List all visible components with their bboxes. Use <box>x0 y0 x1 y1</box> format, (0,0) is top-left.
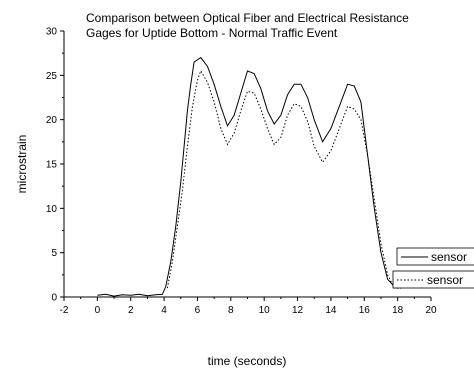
y-tick-label: 0 <box>51 293 57 304</box>
series-lines <box>97 56 402 297</box>
x-tick-label: 8 <box>228 305 234 316</box>
x-tick-label: 2 <box>128 305 134 316</box>
y-tick-label: 5 <box>51 248 57 259</box>
x-tick-label: 10 <box>259 305 271 316</box>
x-axis-label: time (seconds) <box>208 354 287 368</box>
y-tick-label: 25 <box>46 71 58 82</box>
x-tick-label: 20 <box>425 305 437 316</box>
series-line-dotted <box>166 69 401 289</box>
x-tick-label: 18 <box>392 305 404 316</box>
y-axis-label: microstrain <box>15 135 29 194</box>
y-tick-label: 20 <box>46 115 58 126</box>
x-tick-label: 6 <box>195 305 201 316</box>
x-tick-label: 16 <box>359 305 371 316</box>
x-tick-label: -2 <box>60 305 69 316</box>
x-tick-label: 14 <box>325 305 337 316</box>
legend-box-2 <box>392 270 474 289</box>
legend-label-1: sensor <box>431 250 467 264</box>
x-axis-ticks: -2 0 2 4 6 8 10 12 14 16 18 20 <box>60 297 437 316</box>
y-tick-label: 10 <box>46 204 58 215</box>
legend-box-1 <box>396 247 474 266</box>
legend-label-2: sensor <box>427 273 463 287</box>
y-axis-ticks: 0 5 10 15 20 25 30 <box>46 27 64 304</box>
y-tick-label: 15 <box>46 160 58 171</box>
y-tick-label: 30 <box>46 27 58 38</box>
chart-title-line-2: Gages for Uptide Bottom - Normal Traffic… <box>86 26 338 40</box>
x-tick-label: 0 <box>95 305 101 316</box>
series-line-solid <box>97 56 402 297</box>
chart-title-line-1: Comparison between Optical Fiber and Ele… <box>86 11 409 25</box>
x-tick-label: 12 <box>292 305 304 316</box>
x-tick-label: 4 <box>161 305 167 316</box>
legend: sensor sensor <box>392 247 474 289</box>
